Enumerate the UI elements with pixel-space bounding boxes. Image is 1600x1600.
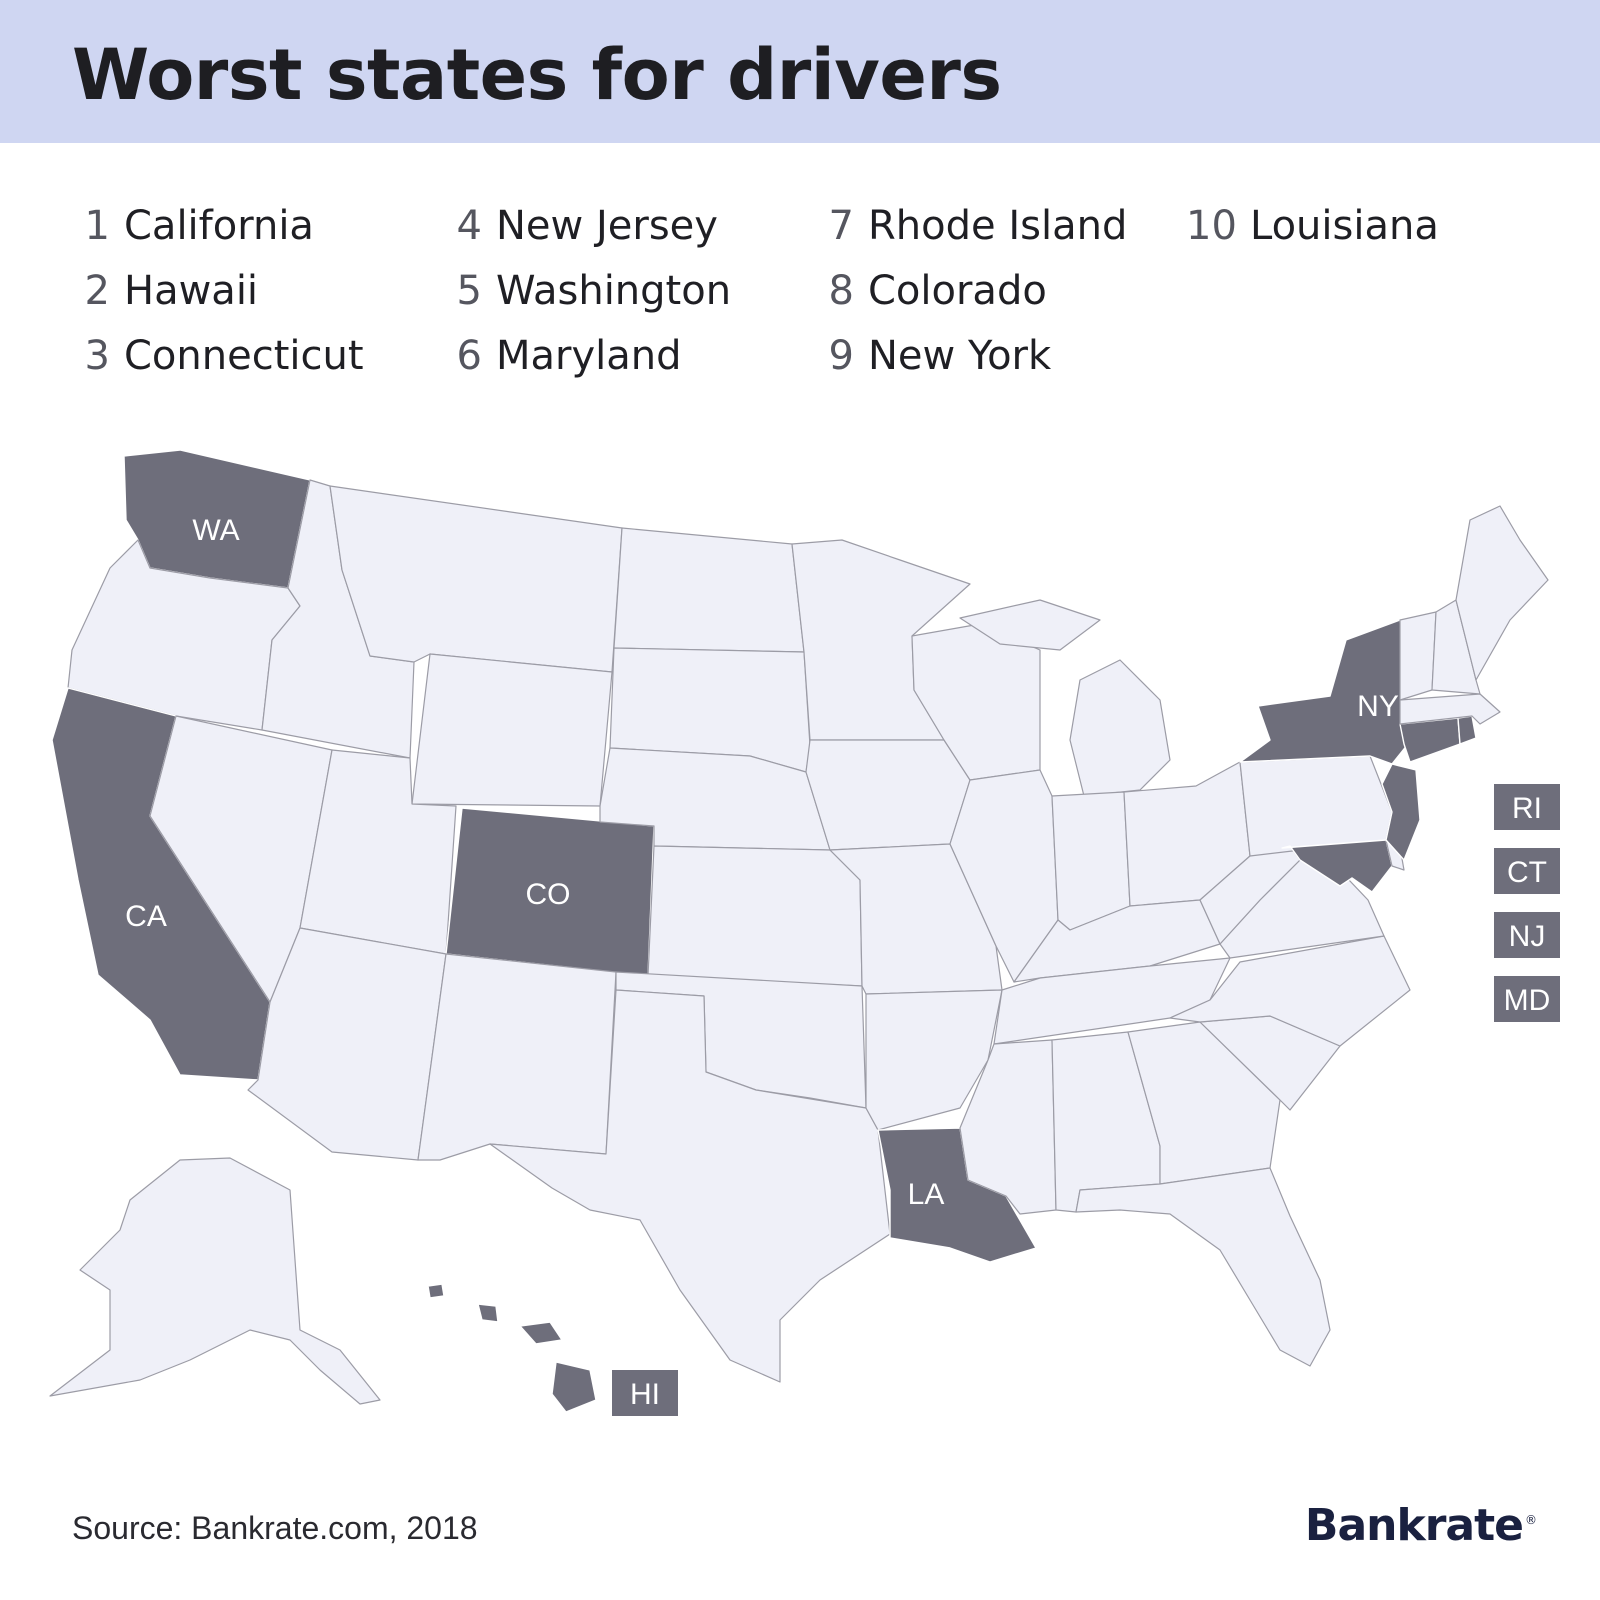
rank-state: Connecticut <box>124 333 364 379</box>
ranking-item: 7 Rhode Island <box>804 196 1128 256</box>
rank-number: 7 <box>828 203 854 249</box>
state-new-jersey <box>1381 763 1421 861</box>
state-indiana <box>1051 791 1131 931</box>
state-maine <box>1455 505 1549 681</box>
state-florida <box>1075 1167 1331 1367</box>
ranking-item: 2 Hawaii <box>60 261 259 321</box>
registered-mark: ® <box>1525 1513 1537 1528</box>
ranking-item: 8 Colorado <box>804 261 1047 321</box>
source-note: Source: Bankrate.com, 2018 <box>72 1510 478 1546</box>
state-wyoming <box>411 653 613 807</box>
state-michigan-upper <box>959 599 1101 651</box>
logo-text: Bankrate <box>1304 1500 1524 1551</box>
rank-number: 6 <box>456 333 482 379</box>
rank-number: 9 <box>828 333 854 379</box>
rank-state: Rhode Island <box>868 203 1128 249</box>
state-new-york <box>1239 619 1409 765</box>
rank-number: 8 <box>828 268 854 314</box>
ranking-item: 10 Louisiana <box>1186 196 1439 256</box>
page-title: Worst states for drivers <box>72 34 1002 116</box>
state-iowa <box>805 739 971 851</box>
state-vermont <box>1399 611 1437 701</box>
rank-number: 4 <box>456 203 482 249</box>
header-banner: Worst states for drivers <box>0 0 1600 143</box>
ranking-item: 9 New York <box>804 326 1052 386</box>
rank-number: 5 <box>456 268 482 314</box>
rank-state: Washington <box>496 268 732 314</box>
state-rhode-island <box>1457 715 1477 745</box>
callout-hi-text: HI <box>630 1378 660 1411</box>
state-hawaii-big <box>551 1361 597 1413</box>
state-north-dakota <box>613 527 805 653</box>
us-map: WA CA CO NY LA RI CT NJ MD HI <box>49 449 1560 1416</box>
label-co: CO <box>526 878 571 911</box>
rank-number: 2 <box>84 268 110 314</box>
label-ny: NY <box>1357 690 1399 723</box>
state-montana <box>329 485 623 673</box>
callout-ri-text: RI <box>1512 792 1542 825</box>
bankrate-logo: Bankrate ® <box>1304 1500 1537 1551</box>
ranking-item: 6 Maryland <box>432 326 682 386</box>
ranking-item: 5 Washington <box>432 261 732 321</box>
callout-nj-text: NJ <box>1509 920 1546 953</box>
label-ca: CA <box>125 900 167 933</box>
state-michigan <box>1069 659 1171 797</box>
state-texas <box>489 989 891 1383</box>
rank-state: Maryland <box>496 333 682 379</box>
rank-state: Colorado <box>868 268 1047 314</box>
callout-ct-text: CT <box>1507 856 1547 889</box>
ranking-item: 3 Connecticut <box>60 326 364 386</box>
state-new-hampshire <box>1431 599 1481 695</box>
state-alaska <box>49 1157 381 1405</box>
rank-number: 10 <box>1186 203 1237 249</box>
callout-md: MD <box>1494 976 1560 1022</box>
callout-nj: NJ <box>1494 912 1560 958</box>
rank-state: California <box>124 203 314 249</box>
rank-number: 1 <box>84 203 110 249</box>
callout-ri: RI <box>1494 784 1560 830</box>
state-hawaii-maui <box>519 1321 563 1345</box>
state-tennessee <box>993 957 1231 1045</box>
callout-hi: HI <box>612 1370 678 1416</box>
state-connecticut <box>1399 717 1461 763</box>
rank-number: 3 <box>84 333 110 379</box>
ranking-item: 4 New Jersey <box>432 196 718 256</box>
state-kansas <box>647 845 863 987</box>
callout-md-text: MD <box>1504 984 1551 1017</box>
rank-state: Hawaii <box>124 268 259 314</box>
rank-state: Louisiana <box>1250 203 1439 249</box>
label-wa: WA <box>192 514 239 547</box>
label-la: LA <box>908 1178 945 1211</box>
rank-state: New Jersey <box>496 203 718 249</box>
rank-state: New York <box>868 333 1052 379</box>
callout-ct: CT <box>1494 848 1560 894</box>
state-hawaii-kauai <box>427 1283 445 1299</box>
state-north-carolina <box>1169 935 1411 1047</box>
state-new-mexico <box>417 953 617 1161</box>
ranking-item: 1 California <box>60 196 314 256</box>
ranking-list: 1 California 2 Hawaii 3 Connecticut 4 Ne… <box>60 196 1560 396</box>
state-hawaii-oahu <box>477 1303 499 1323</box>
